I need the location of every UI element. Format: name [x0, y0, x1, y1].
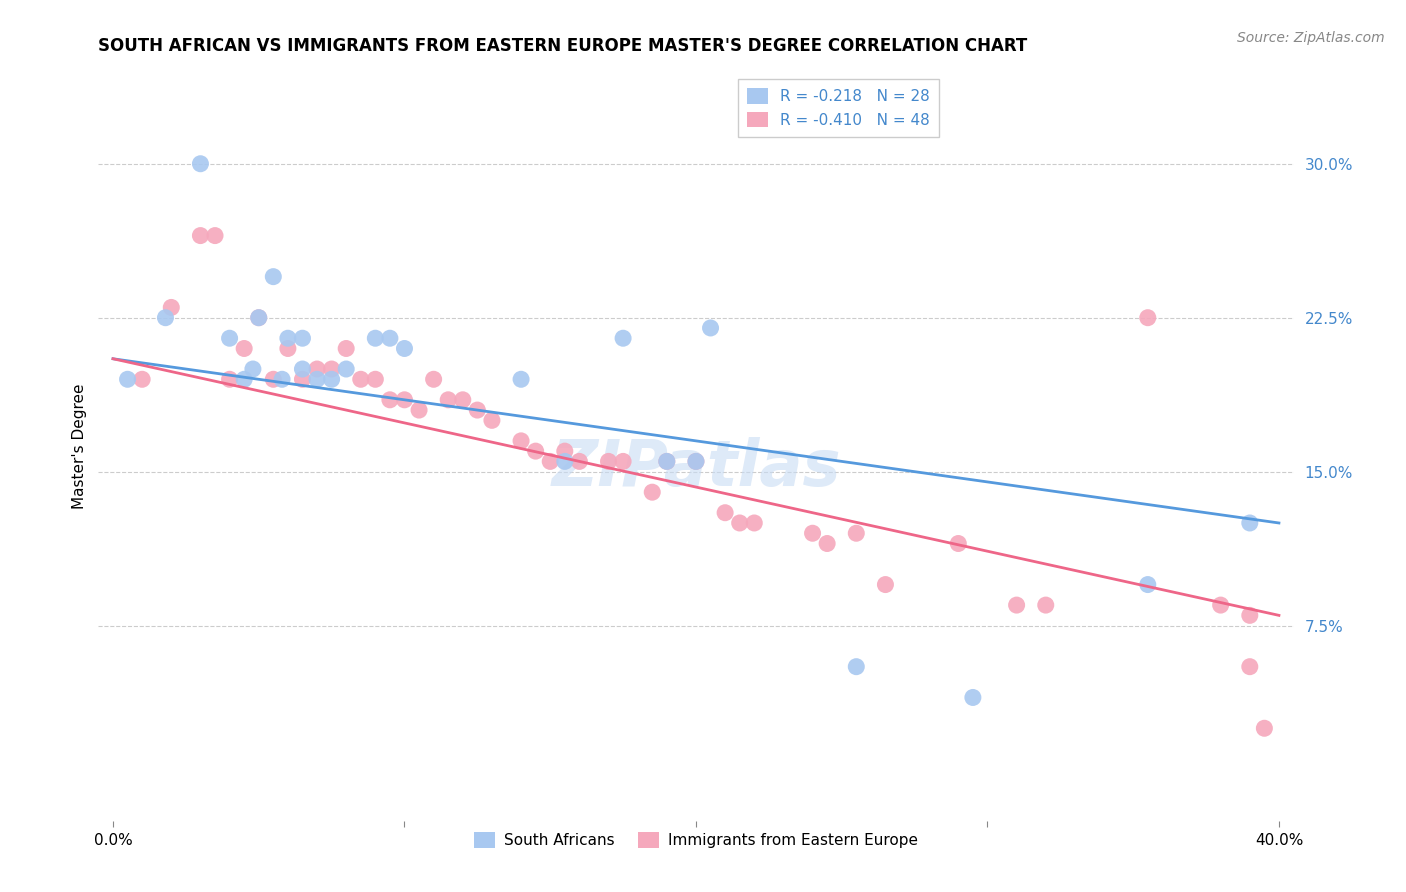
Point	[815, 536, 838, 550]
Point	[655, 454, 678, 468]
Point	[350, 372, 373, 386]
Legend: South Africans, Immigrants from Eastern Europe: South Africans, Immigrants from Eastern …	[468, 826, 924, 855]
Point	[117, 372, 139, 386]
Point	[262, 372, 284, 386]
Point	[1136, 310, 1159, 325]
Point	[335, 362, 357, 376]
Point	[291, 372, 314, 386]
Point	[1136, 577, 1159, 591]
Point	[510, 372, 533, 386]
Point	[305, 372, 328, 386]
Text: ZIPatlas: ZIPatlas	[551, 437, 841, 500]
Point	[1239, 516, 1261, 530]
Point	[422, 372, 444, 386]
Point	[1239, 608, 1261, 623]
Point	[524, 444, 547, 458]
Point	[1005, 598, 1028, 612]
Point	[510, 434, 533, 448]
Point	[262, 269, 284, 284]
Point	[131, 372, 153, 386]
Point	[321, 362, 343, 376]
Point	[277, 331, 299, 345]
Point	[801, 526, 824, 541]
Point	[1035, 598, 1057, 612]
Point	[742, 516, 765, 530]
Point	[685, 454, 707, 468]
Point	[612, 454, 634, 468]
Point	[277, 342, 299, 356]
Point	[155, 310, 177, 325]
Point	[378, 331, 401, 345]
Point	[1253, 721, 1275, 735]
Point	[394, 342, 416, 356]
Point	[655, 454, 678, 468]
Point	[641, 485, 664, 500]
Point	[845, 659, 868, 673]
Point	[291, 331, 314, 345]
Point	[233, 342, 256, 356]
Point	[538, 454, 561, 468]
Point	[467, 403, 489, 417]
Point	[554, 444, 576, 458]
Point	[271, 372, 294, 386]
Point	[437, 392, 460, 407]
Point	[685, 454, 707, 468]
Text: Source: ZipAtlas.com: Source: ZipAtlas.com	[1237, 31, 1385, 45]
Point	[242, 362, 264, 376]
Point	[218, 331, 240, 345]
Point	[190, 228, 212, 243]
Point	[481, 413, 503, 427]
Point	[218, 372, 240, 386]
Point	[247, 310, 270, 325]
Point	[714, 506, 737, 520]
Point	[160, 301, 183, 315]
Point	[247, 310, 270, 325]
Point	[948, 536, 970, 550]
Point	[699, 321, 721, 335]
Text: SOUTH AFRICAN VS IMMIGRANTS FROM EASTERN EUROPE MASTER'S DEGREE CORRELATION CHAR: SOUTH AFRICAN VS IMMIGRANTS FROM EASTERN…	[98, 37, 1028, 54]
Point	[728, 516, 751, 530]
Point	[1209, 598, 1232, 612]
Point	[1239, 659, 1261, 673]
Point	[408, 403, 430, 417]
Point	[335, 342, 357, 356]
Point	[875, 577, 897, 591]
Point	[554, 454, 576, 468]
Point	[612, 331, 634, 345]
Y-axis label: Master's Degree: Master's Degree	[72, 384, 87, 508]
Point	[204, 228, 226, 243]
Point	[598, 454, 620, 468]
Point	[568, 454, 591, 468]
Point	[364, 331, 387, 345]
Point	[305, 362, 328, 376]
Point	[451, 392, 474, 407]
Point	[233, 372, 256, 386]
Point	[190, 157, 212, 171]
Point	[962, 690, 984, 705]
Point	[364, 372, 387, 386]
Point	[321, 372, 343, 386]
Point	[291, 362, 314, 376]
Point	[378, 392, 401, 407]
Point	[394, 392, 416, 407]
Point	[845, 526, 868, 541]
